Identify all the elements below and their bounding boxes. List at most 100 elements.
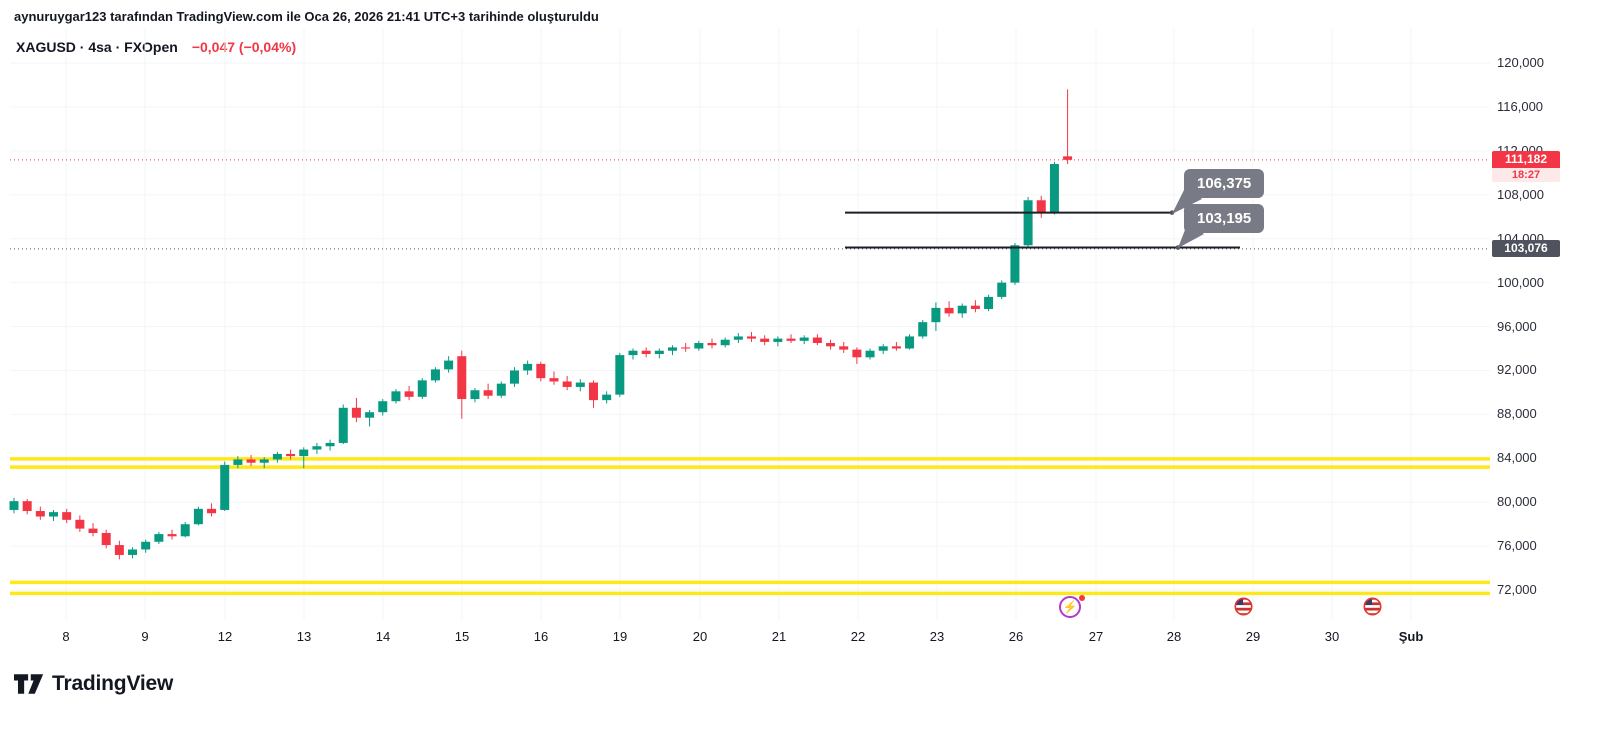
candle-body <box>404 391 414 397</box>
time-axis-label: 29 <box>1245 629 1261 644</box>
candle-body <box>470 390 480 400</box>
candle-body <box>865 350 875 358</box>
tradingview-wordmark: TradingView <box>52 672 174 695</box>
candle-body <box>496 383 506 396</box>
candle-body <box>1036 200 1046 213</box>
symbol-title[interactable]: XAGUSD · 4sa · FXOpen <box>16 39 178 55</box>
candle-body <box>562 381 572 387</box>
candle-body <box>970 305 980 309</box>
candle-body <box>101 532 111 546</box>
price-callout-106375[interactable]: 106,375 <box>1184 169 1265 198</box>
candle-body <box>325 442 335 447</box>
candle-body <box>1049 164 1059 213</box>
candle-body <box>312 446 322 450</box>
time-axis-label: 16 <box>533 629 549 644</box>
candle-body <box>167 534 177 537</box>
candle-body <box>720 339 730 346</box>
candle-body <box>220 464 230 510</box>
time-axis-label: 26 <box>1008 629 1024 644</box>
candle-body <box>826 343 836 347</box>
candle-body <box>1063 156 1073 160</box>
candle-body <box>365 412 375 418</box>
candle-body <box>128 549 138 555</box>
candle-body <box>878 346 888 351</box>
time-axis-label: 22 <box>850 629 866 644</box>
candle-body <box>75 519 85 529</box>
line-anchor-dot[interactable] <box>1169 210 1175 215</box>
candle-body <box>707 343 717 346</box>
candle-body <box>417 380 427 397</box>
candle-body <box>615 355 625 395</box>
time-axis-label: 15 <box>454 629 470 644</box>
candle-body <box>233 459 243 465</box>
us-flag-event-icon[interactable] <box>1234 597 1253 616</box>
time-axis-label: 27 <box>1088 629 1104 644</box>
us-flag-event-icon[interactable] <box>1363 597 1382 616</box>
candle-body <box>430 369 440 381</box>
prev-close-badge: 103,076 <box>1492 240 1560 257</box>
candle-body <box>286 453 296 457</box>
time-axis-label: 8 <box>62 629 70 644</box>
candle-body <box>681 347 691 349</box>
time-axis-label: Şub <box>1398 629 1424 644</box>
candle-body <box>747 336 757 339</box>
candle-body <box>9 501 19 510</box>
candle-body <box>536 363 546 379</box>
chart-pane[interactable] <box>0 0 1600 650</box>
candle-body <box>812 337 822 344</box>
candle-body <box>523 363 533 371</box>
time-axis[interactable]: 8 9 12 13 14 15 16 19 20 21 22 23 26 27 28 29 30 Şub <box>0 0 1600 660</box>
candle-body <box>641 350 651 355</box>
candle-body <box>1010 245 1020 283</box>
candle-body <box>154 534 164 542</box>
time-axis-label: 12 <box>217 629 233 644</box>
candle-body <box>272 453 282 460</box>
candle-body <box>654 350 664 355</box>
candle-body <box>483 390 493 396</box>
candle-body <box>549 378 559 382</box>
price-callout-103195[interactable]: 103,195 <box>1184 204 1265 233</box>
economic-event-flash-icon[interactable]: ⚡ <box>1059 595 1085 618</box>
candle-body <box>957 305 967 314</box>
candle-body <box>338 407 348 443</box>
candle-body <box>246 459 256 463</box>
candle-body <box>444 360 454 370</box>
candle-body <box>944 307 954 314</box>
tradingview-logo-icon <box>14 674 44 694</box>
notification-dot <box>1079 595 1085 601</box>
candle-body <box>694 343 704 349</box>
symbol-change: −0,047 (−0,04%) <box>191 39 297 55</box>
time-axis-label: 13 <box>296 629 312 644</box>
candle-body <box>141 541 151 550</box>
candle-body <box>180 524 190 537</box>
candle-body <box>299 449 309 457</box>
tradingview-brand[interactable]: TradingView <box>14 672 173 696</box>
candle-body <box>509 370 519 384</box>
candle-body <box>378 401 388 413</box>
candle-body <box>207 508 217 514</box>
last-price-value: 111,182 <box>1492 151 1560 168</box>
candle-body <box>852 349 862 358</box>
candle-body <box>88 528 98 533</box>
candle-body <box>22 501 32 512</box>
candle-body <box>49 512 59 517</box>
time-axis-label: 28 <box>1166 629 1182 644</box>
candle-body <box>891 346 901 349</box>
time-axis-label: 21 <box>771 629 787 644</box>
candle-body <box>760 338 770 342</box>
candle-body <box>62 512 72 520</box>
time-axis-label: 20 <box>692 629 708 644</box>
lightning-icon: ⚡ <box>1062 600 1078 614</box>
time-axis-label: 30 <box>1324 629 1340 644</box>
candle-body <box>457 356 467 400</box>
time-axis-label: 19 <box>612 629 628 644</box>
candle-body <box>905 336 915 349</box>
candle-body <box>918 322 928 337</box>
bar-countdown: 18:27 <box>1492 168 1560 182</box>
candle-body <box>733 336 743 340</box>
attribution-text: aynuruygar123 tarafından TradingView.com… <box>14 9 599 24</box>
candle-body <box>786 338 796 341</box>
callout-tail <box>1178 222 1204 248</box>
candle-body <box>602 394 612 401</box>
candle-body <box>391 391 401 402</box>
